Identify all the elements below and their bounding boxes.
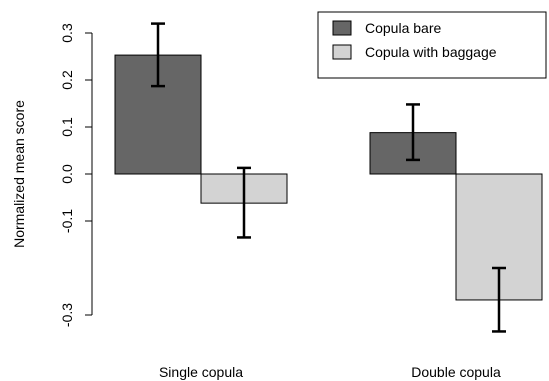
legend-swatch [332,44,352,60]
category-labels: Single copula Double copula [159,364,501,380]
legend: Copula bare Copula with baggage [317,11,547,79]
category-label: Double copula [411,364,501,380]
y-tick-label: 0.2 [59,70,75,90]
legend-swatch [332,20,352,36]
bars [114,54,543,301]
y-tick-label: 0.3 [59,23,75,43]
y-tick-label: 0.0 [59,164,75,184]
y-tick-label: -0.1 [59,209,75,233]
legend-label: Copula with baggage [365,44,497,60]
y-tick-label: 0.1 [59,117,75,137]
y-axis: -0.3 -0.1 0.0 0.1 0.2 0.3 [59,23,93,327]
y-axis-label: Normalized mean score [11,100,27,248]
legend-label: Copula bare [365,20,441,36]
error-bars [151,22,506,333]
category-label: Single copula [159,364,243,380]
y-tick-label: -0.3 [59,303,75,327]
legend-box [317,11,547,79]
